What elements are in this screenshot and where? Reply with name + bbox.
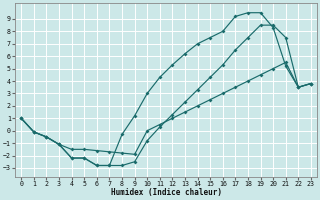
X-axis label: Humidex (Indice chaleur): Humidex (Indice chaleur) — [111, 188, 221, 197]
